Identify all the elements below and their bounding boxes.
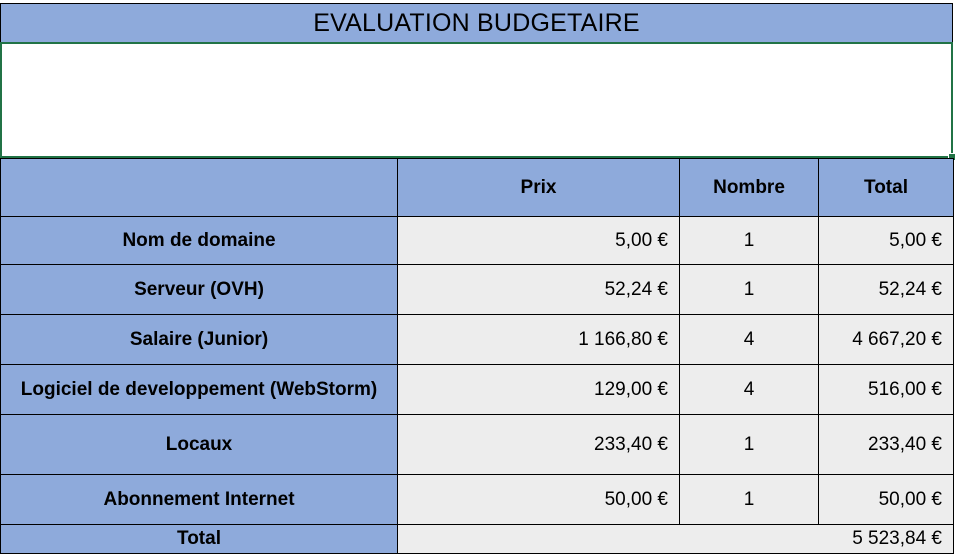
row-total[interactable]: 5,00 € xyxy=(819,217,954,265)
header-prix[interactable]: Prix xyxy=(398,158,680,217)
header-total[interactable]: Total xyxy=(819,158,954,217)
row-nombre[interactable]: 1 xyxy=(680,415,819,475)
row-total[interactable]: 4 667,20 € xyxy=(819,315,954,365)
row-prix[interactable]: 1 166,80 € xyxy=(398,315,680,365)
sheet-title[interactable]: EVALUATION BUDGETAIRE xyxy=(0,3,953,43)
header-nombre[interactable]: Nombre xyxy=(680,158,819,217)
row-total[interactable]: 50,00 € xyxy=(819,475,954,525)
row-prix[interactable]: 233,40 € xyxy=(398,415,680,475)
row-label[interactable]: Salaire (Junior) xyxy=(0,315,398,365)
row-prix[interactable]: 52,24 € xyxy=(398,265,680,315)
total-label[interactable]: Total xyxy=(0,525,398,554)
row-label[interactable]: Logiciel de developpement (WebStorm) xyxy=(0,365,398,415)
row-nombre[interactable]: 1 xyxy=(680,475,819,525)
row-label[interactable]: Locaux xyxy=(0,415,398,475)
header-empty-cell[interactable] xyxy=(0,158,398,217)
row-prix[interactable]: 5,00 € xyxy=(398,217,680,265)
row-nombre[interactable]: 4 xyxy=(680,365,819,415)
row-nombre[interactable]: 4 xyxy=(680,315,819,365)
row-nombre[interactable]: 1 xyxy=(680,217,819,265)
row-label[interactable]: Abonnement Internet xyxy=(0,475,398,525)
row-total[interactable]: 233,40 € xyxy=(819,415,954,475)
row-total[interactable]: 52,24 € xyxy=(819,265,954,315)
selected-empty-cell[interactable] xyxy=(0,42,956,161)
row-total[interactable]: 516,00 € xyxy=(819,365,954,415)
total-value[interactable]: 5 523,84 € xyxy=(398,525,954,554)
row-prix[interactable]: 129,00 € xyxy=(398,365,680,415)
row-label[interactable]: Serveur (OVH) xyxy=(0,265,398,315)
row-label[interactable]: Nom de domaine xyxy=(0,217,398,265)
row-prix[interactable]: 50,00 € xyxy=(398,475,680,525)
row-nombre[interactable]: 1 xyxy=(680,265,819,315)
